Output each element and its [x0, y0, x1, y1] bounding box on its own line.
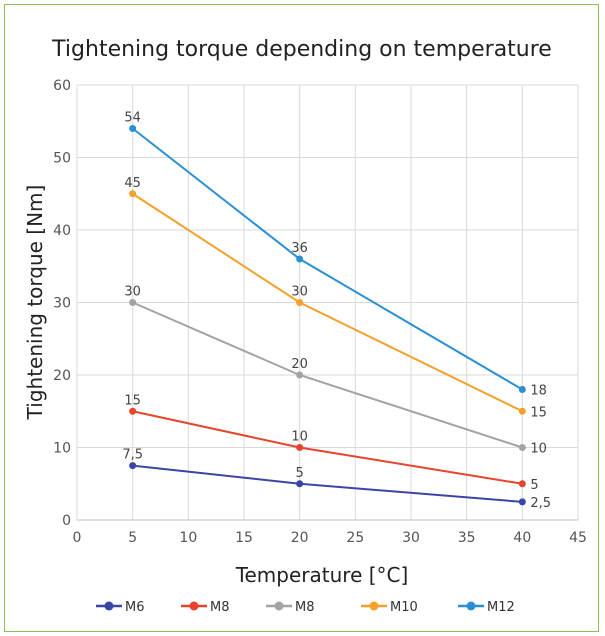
- grid: [76, 84, 579, 521]
- legend-swatch-marker: [104, 601, 114, 611]
- data-point: [129, 125, 137, 132]
- series-layer: [129, 125, 526, 506]
- legend-item: M12: [458, 600, 515, 615]
- x-tick-label: 45: [569, 530, 587, 546]
- legend-swatch-marker: [466, 601, 476, 611]
- x-tick-label: 10: [179, 530, 197, 546]
- y-tick-label: 60: [53, 78, 71, 94]
- series-line-m6: [132, 464, 523, 503]
- legend-label: M10: [390, 600, 418, 615]
- legend-swatch-marker: [369, 601, 379, 611]
- y-axis-title: Tightening torque [Nm]: [23, 185, 47, 421]
- data-point: [296, 299, 304, 306]
- data-point: [129, 190, 137, 198]
- data-label: 10: [530, 442, 547, 457]
- data-point: [518, 444, 526, 451]
- x-axis-title: Temperature [°C]: [235, 563, 409, 587]
- y-tick-label: 30: [53, 296, 71, 312]
- data-label: 45: [124, 176, 141, 191]
- legend-item: M10: [361, 600, 418, 615]
- y-tick-label: 20: [53, 368, 71, 384]
- y-tick-label: 50: [53, 151, 71, 167]
- data-labels: 7,5 5 2,5 15 10 5 30 20 10 45 30 15 54 36 18: [122, 111, 551, 511]
- legend: M6 M8 M8 M10 M12: [96, 600, 515, 615]
- data-label: 7,5: [122, 448, 143, 463]
- data-label: 15: [530, 405, 547, 420]
- data-point: [296, 371, 304, 379]
- data-label: 15: [124, 393, 141, 408]
- x-tick-label: 0: [73, 530, 82, 546]
- tick-labels: 0 5 10 15 20 25 30 35 40 45 0 10 20 30 40 50 60: [53, 78, 587, 546]
- y-tick-label: 10: [53, 441, 71, 457]
- data-label: 10: [291, 430, 308, 445]
- legend-item: M8: [266, 600, 315, 615]
- x-tick-label: 20: [291, 530, 309, 546]
- data-label: 36: [291, 241, 308, 256]
- x-tick-label: 25: [346, 530, 364, 546]
- x-tick-label: 15: [235, 530, 253, 546]
- legend-label: M12: [487, 600, 515, 615]
- y-tick-label: 40: [53, 223, 71, 239]
- chart-frame: [4, 4, 599, 632]
- data-point: [129, 462, 137, 470]
- legend-swatch-marker: [274, 601, 284, 611]
- legend-label: M8: [295, 600, 315, 615]
- data-label: 20: [291, 357, 308, 372]
- data-label: 54: [124, 111, 141, 126]
- chart-title: Tightening torque depending on temperatu…: [51, 37, 552, 62]
- x-tick-label: 40: [513, 530, 531, 546]
- data-point: [296, 444, 304, 451]
- data-point: [129, 407, 137, 415]
- data-label: 5: [530, 478, 538, 493]
- data-point: [518, 407, 526, 415]
- data-label: 30: [291, 285, 308, 300]
- legend-swatch-marker: [189, 601, 199, 611]
- x-tick-label: 35: [458, 530, 476, 546]
- data-point: [518, 386, 526, 393]
- series-line-m12: [132, 127, 523, 391]
- data-point: [129, 299, 137, 306]
- legend-item: M6: [96, 600, 145, 615]
- x-tick-label: 30: [402, 530, 420, 546]
- data-label: 18: [530, 384, 547, 399]
- data-point: [518, 480, 526, 488]
- data-label: 30: [124, 285, 141, 300]
- legend-label: M6: [125, 600, 145, 615]
- y-tick-label: 0: [62, 513, 71, 529]
- legend-label: M8: [210, 600, 230, 615]
- data-point: [518, 498, 526, 506]
- data-point: [296, 255, 304, 263]
- data-point: [296, 480, 304, 488]
- legend-item: M8: [181, 600, 230, 615]
- data-label: 5: [296, 466, 304, 481]
- x-tick-label: 5: [128, 530, 137, 546]
- data-label: 2,5: [530, 496, 551, 511]
